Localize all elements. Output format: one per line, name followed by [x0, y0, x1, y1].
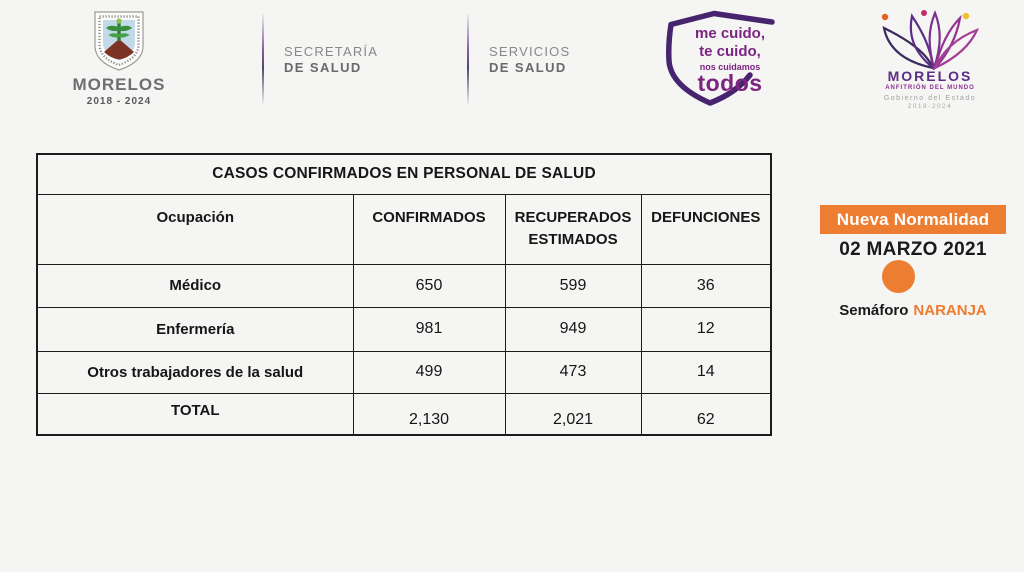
cell-confirmados: 499	[352, 350, 506, 394]
table-row-otros-trabajadores: Otros trabajadores de la salud 499 473 1…	[36, 350, 772, 394]
cell-confirmados: 650	[352, 263, 506, 308]
semaforo-orange-circle-icon	[882, 260, 915, 293]
cell-ocupacion: Enfermería	[36, 306, 354, 352]
cell-confirmados: 2,130	[352, 392, 506, 436]
cell-ocupacion: TOTAL	[36, 392, 354, 436]
lotus-years: 2018-2024	[907, 103, 953, 110]
secretaria-line2: DE SALUD	[284, 60, 362, 75]
secretaria-de-salud-wordmark: SECRETARÍA DE SALUD	[284, 44, 378, 76]
cell-ocupacion: Otros trabajadores de la salud	[36, 350, 354, 394]
coat-of-arms-title: MORELOS	[72, 75, 166, 94]
table-row-enfermeria: Enfermería 981 949 12	[36, 306, 772, 352]
lotus-tagline: ANFITRIÓN DEL MUNDO	[885, 85, 975, 91]
secretaria-line1: SECRETARÍA	[284, 44, 379, 59]
col-header-ocupacion: Ocupación	[36, 193, 354, 265]
nueva-normalidad-badge: Nueva Normalidad	[820, 205, 1006, 234]
servicios-line1: SERVICIOS	[489, 44, 571, 59]
table-row-total: TOTAL 2,130 2,021 62	[36, 392, 772, 436]
header-divider-2	[467, 14, 469, 104]
cuido-line1: me cuido,	[694, 25, 765, 42]
table-title-row: CASOS CONFIRMADOS EN PERSONAL DE SALUD	[36, 153, 772, 195]
col-header-confirmados: CONFIRMADOS	[352, 193, 506, 265]
coat-of-arms-icon	[60, 10, 178, 72]
morelos-anfitrion-logo: MORELOS ANFITRIÓN DEL MUNDO Gobierno del…	[856, 8, 1004, 110]
health-personnel-cases-table: CASOS CONFIRMADOS EN PERSONAL DE SALUD O…	[36, 153, 773, 436]
table-row-medico: Médico 650 599 36	[36, 263, 772, 308]
cell-ocupacion: Médico	[36, 263, 354, 308]
me-cuido-shield-badge: me cuido, te cuido, nos cuidamos todos	[660, 9, 777, 108]
lotus-flower-icon	[856, 8, 1004, 70]
servicios-de-salud-wordmark: SERVICIOS DE SALUD	[489, 44, 570, 76]
cell-recuperados: 473	[504, 350, 642, 394]
lotus-title: MORELOS	[887, 68, 973, 84]
lotus-government-line: Gobierno del Estado	[883, 95, 977, 102]
semaforo-label: Semáforo	[839, 302, 909, 319]
table-header-row: Ocupación CONFIRMADOS RECUPERADOS ESTIMA…	[36, 193, 772, 265]
semaforo-value: NARANJA	[913, 302, 987, 319]
servicios-line2: DE SALUD	[489, 60, 567, 75]
table-title: CASOS CONFIRMADOS EN PERSONAL DE SALUD	[36, 153, 772, 195]
cell-recuperados: 599	[504, 263, 642, 308]
report-date: 02 MARZO 2021	[839, 239, 987, 260]
col-header-defunciones: DEFUNCIONES	[640, 193, 772, 265]
cell-defunciones: 12	[640, 306, 772, 352]
cell-recuperados: 949	[504, 306, 642, 352]
cuido-line4: todos	[697, 70, 763, 96]
cell-recuperados: 2,021	[504, 392, 642, 436]
morelos-coat-of-arms-logo: MORELOS 2018 - 2024	[60, 10, 178, 107]
coat-of-arms-years: 2018 - 2024	[86, 96, 152, 107]
header-divider-1	[262, 14, 264, 104]
semaforo-status: Semáforo NARANJA	[820, 302, 1006, 319]
cell-confirmados: 981	[352, 306, 506, 352]
cell-defunciones: 36	[640, 263, 772, 308]
cuido-line2: te cuido,	[699, 43, 761, 60]
cuido-line3: nos cuidamos	[699, 62, 761, 72]
cell-defunciones: 14	[640, 350, 772, 394]
col-header-recuperados: RECUPERADOS ESTIMADOS	[504, 193, 642, 265]
cell-defunciones: 62	[640, 392, 772, 436]
